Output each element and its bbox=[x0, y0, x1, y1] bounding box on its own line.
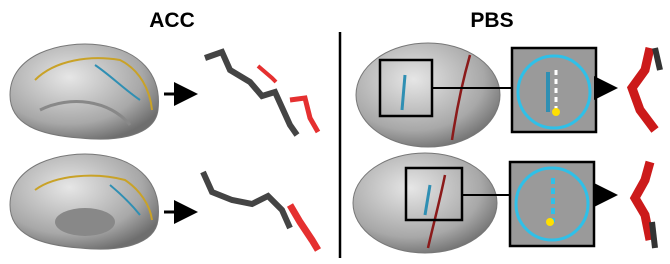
sulcus-shape bbox=[635, 162, 650, 240]
panel-title: PBS bbox=[470, 9, 513, 32]
sulcus-trace bbox=[203, 172, 290, 228]
figure: ACC PBS bbox=[0, 0, 670, 264]
sulcus-trace bbox=[205, 52, 297, 135]
acc-brain-top bbox=[10, 44, 158, 139]
acc-brain-bottom bbox=[10, 154, 158, 249]
sulcus-trace-red bbox=[258, 66, 276, 82]
pbs-brain-top bbox=[356, 43, 596, 147]
sulcus-shape-dark bbox=[655, 48, 660, 70]
sulcus-shape bbox=[632, 48, 655, 130]
sulcus-trace-red bbox=[290, 205, 318, 250]
panel-title: ACC bbox=[149, 9, 195, 32]
sulcus-shape-dark bbox=[652, 222, 655, 248]
pbs-brain-bottom bbox=[353, 153, 594, 253]
